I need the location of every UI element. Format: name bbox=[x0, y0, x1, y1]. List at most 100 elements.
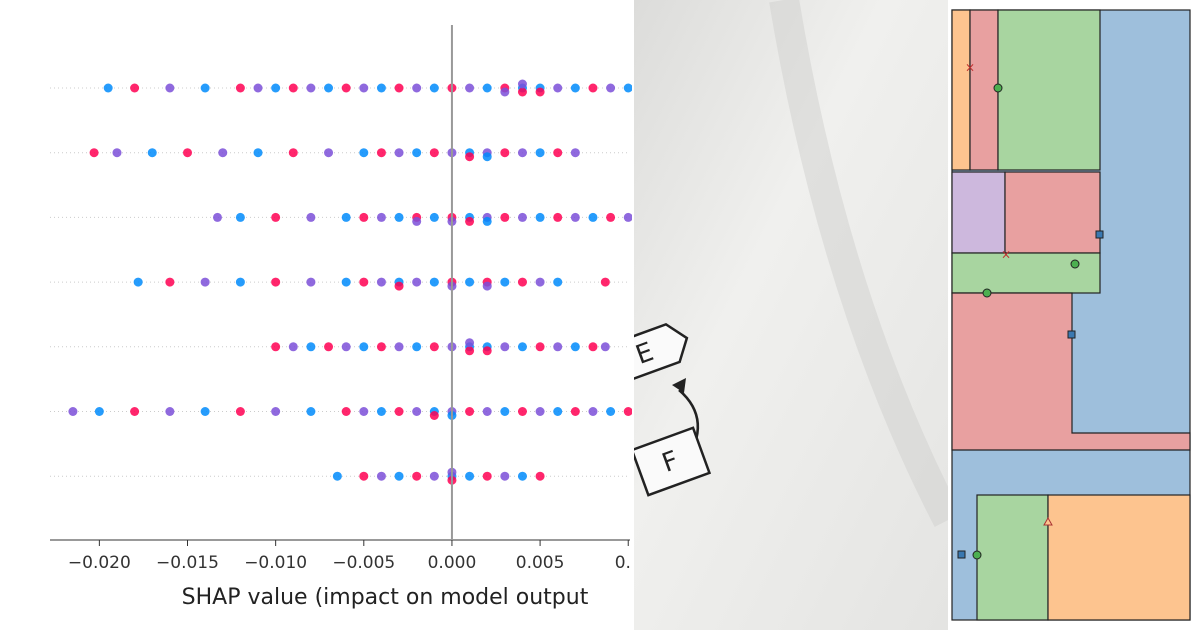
point bbox=[359, 83, 369, 93]
x-tick-label: 0.005 bbox=[516, 553, 565, 573]
point bbox=[271, 83, 281, 93]
point bbox=[500, 407, 510, 416]
point bbox=[412, 216, 422, 226]
point bbox=[588, 212, 598, 222]
point bbox=[570, 342, 580, 352]
point bbox=[165, 277, 175, 287]
point bbox=[570, 212, 580, 222]
point bbox=[535, 148, 545, 158]
point bbox=[623, 83, 632, 93]
point bbox=[429, 342, 439, 352]
point bbox=[465, 216, 475, 226]
point bbox=[570, 148, 580, 158]
point bbox=[394, 342, 404, 352]
point bbox=[429, 83, 439, 93]
point bbox=[212, 212, 222, 222]
svg-text:×: × bbox=[1001, 248, 1011, 262]
point bbox=[306, 407, 316, 416]
page-fold bbox=[769, 0, 948, 527]
point bbox=[606, 212, 616, 222]
point bbox=[535, 407, 545, 416]
point bbox=[465, 346, 475, 356]
point bbox=[482, 216, 492, 226]
point bbox=[623, 212, 632, 222]
point bbox=[341, 212, 351, 222]
point bbox=[235, 212, 245, 222]
point bbox=[553, 212, 563, 222]
point bbox=[94, 407, 104, 416]
point bbox=[429, 471, 439, 481]
box-e: E bbox=[634, 322, 689, 381]
point bbox=[465, 277, 475, 287]
point bbox=[500, 342, 510, 352]
x-tick-label: 0.000 bbox=[428, 553, 477, 573]
point bbox=[271, 342, 281, 352]
arrowhead bbox=[672, 378, 686, 393]
point bbox=[235, 83, 245, 93]
point bbox=[394, 407, 404, 416]
x-tick-label: −0.010 bbox=[244, 553, 307, 573]
point bbox=[359, 212, 369, 222]
point bbox=[359, 148, 369, 158]
point bbox=[465, 338, 475, 348]
point bbox=[89, 148, 99, 158]
decision-boundary: × × bbox=[951, 9, 1191, 621]
point bbox=[482, 407, 492, 416]
point bbox=[429, 277, 439, 287]
point bbox=[394, 83, 404, 93]
x-tick-label: −0.005 bbox=[332, 553, 395, 573]
point bbox=[394, 281, 404, 291]
point bbox=[235, 407, 245, 416]
point bbox=[429, 212, 439, 222]
point bbox=[482, 471, 492, 481]
point bbox=[412, 83, 422, 93]
point bbox=[376, 471, 386, 481]
point bbox=[517, 471, 527, 481]
point bbox=[500, 471, 510, 481]
x-tick-label: 0.0 bbox=[615, 553, 632, 573]
point bbox=[517, 87, 527, 97]
point bbox=[482, 346, 492, 356]
point bbox=[133, 277, 143, 287]
point bbox=[535, 277, 545, 287]
point bbox=[271, 407, 281, 416]
point bbox=[394, 212, 404, 222]
point bbox=[482, 281, 492, 291]
point bbox=[376, 342, 386, 352]
point bbox=[482, 83, 492, 93]
point bbox=[465, 471, 475, 481]
point bbox=[517, 212, 527, 222]
point bbox=[535, 342, 545, 352]
point bbox=[500, 148, 510, 158]
point bbox=[482, 152, 492, 162]
point bbox=[271, 212, 281, 222]
regions bbox=[951, 9, 1191, 621]
point bbox=[412, 277, 422, 287]
point bbox=[588, 342, 598, 352]
point bbox=[165, 407, 175, 416]
point bbox=[324, 342, 334, 352]
point bbox=[376, 83, 386, 93]
point bbox=[570, 407, 580, 416]
point bbox=[359, 471, 369, 481]
point bbox=[394, 148, 404, 158]
point bbox=[429, 148, 439, 158]
point bbox=[253, 83, 263, 93]
point bbox=[288, 83, 298, 93]
point bbox=[600, 342, 610, 352]
point bbox=[429, 411, 439, 420]
point bbox=[288, 148, 298, 158]
point bbox=[341, 83, 351, 93]
point bbox=[332, 471, 342, 481]
point bbox=[500, 87, 510, 97]
point bbox=[500, 277, 510, 287]
point bbox=[306, 342, 316, 352]
point bbox=[271, 277, 281, 287]
point bbox=[288, 342, 298, 352]
point bbox=[600, 277, 610, 287]
point bbox=[412, 471, 422, 481]
point bbox=[517, 277, 527, 287]
shap-chart: SHAP value (impact on model output −0.02… bbox=[50, 25, 632, 610]
point bbox=[376, 148, 386, 158]
x-tick-label: −0.015 bbox=[156, 553, 219, 573]
